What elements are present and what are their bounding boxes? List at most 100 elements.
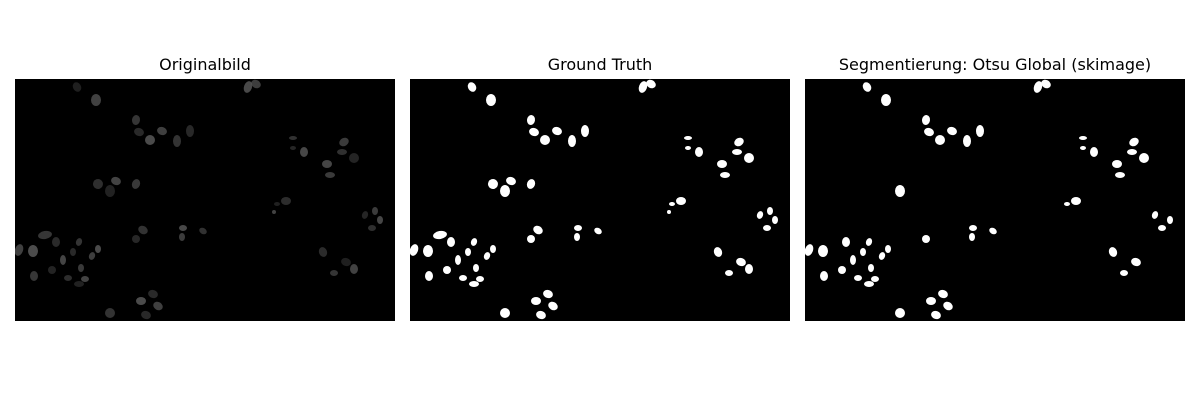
- nucleus-blob: [922, 235, 930, 243]
- nucleus-blob: [935, 135, 945, 145]
- nucleus-blob: [526, 179, 536, 189]
- nucleus-blob: [132, 235, 140, 243]
- nucleus-blob: [1115, 172, 1125, 178]
- nucleus-blob: [536, 310, 546, 320]
- nucleus-blob: [500, 308, 510, 318]
- nucleus-blob: [506, 176, 516, 186]
- nucleus-blob: [1090, 147, 1098, 157]
- nucleus-blob: [93, 179, 103, 189]
- nucleus-blob: [290, 146, 296, 150]
- nucleus-blob: [548, 301, 558, 311]
- nucleus-blob: [157, 126, 167, 136]
- nucleus-blob: [638, 81, 648, 93]
- nucleus-blob: [878, 252, 886, 260]
- nucleus-blob: [533, 225, 543, 235]
- nucleus-blob: [921, 115, 931, 125]
- nucleus-blob: [15, 244, 24, 256]
- nucleus-blob: [1108, 247, 1118, 257]
- nucleus-blob: [48, 266, 56, 274]
- nucleus-blob: [1151, 211, 1159, 219]
- nucleus-blob: [131, 179, 141, 189]
- nucleus-blob: [243, 81, 253, 93]
- nucleus-blob: [425, 271, 433, 281]
- nucleus-blob: [138, 225, 148, 235]
- nucleus-blob: [410, 244, 419, 256]
- nucleus-blob: [1158, 225, 1166, 231]
- nucleus-blob: [30, 271, 38, 281]
- nucleus-blob: [531, 297, 541, 305]
- nucleus-blob: [38, 230, 52, 240]
- nucleus-blob: [483, 252, 491, 260]
- nucleus-blob: [372, 207, 378, 215]
- nucleus-blob: [81, 276, 89, 282]
- nucleus-blob: [676, 197, 686, 205]
- nucleus-blob: [341, 257, 351, 267]
- nucleus-blob: [322, 160, 332, 168]
- nucleus-blob: [581, 125, 589, 137]
- nucleus-blob: [131, 115, 141, 125]
- original-image-panel: [15, 79, 395, 321]
- nucleus-blob: [543, 289, 553, 299]
- nucleus-blob: [349, 153, 359, 163]
- nucleus-blob: [500, 185, 510, 197]
- nucleus-blob: [895, 185, 905, 197]
- nucleus-blob: [1071, 197, 1081, 205]
- nucleus-blob: [881, 94, 891, 106]
- nucleus-blob: [865, 238, 873, 246]
- nucleus-blob: [969, 225, 977, 231]
- nucleus-blob: [842, 237, 850, 247]
- nucleus-blob: [989, 227, 997, 235]
- segmentation-image: [805, 79, 1173, 320]
- nucleus-blob: [594, 227, 602, 235]
- nucleus-blob: [325, 172, 335, 178]
- nucleus-blob: [274, 202, 280, 206]
- ground-truth-image: [410, 79, 778, 320]
- nucleus-blob: [895, 308, 905, 318]
- nucleus-blob: [540, 135, 550, 145]
- nucleus-blob: [860, 248, 866, 256]
- nucleus-blob: [134, 127, 144, 137]
- nucleus-blob: [931, 310, 941, 320]
- nucleus-blob: [669, 202, 675, 206]
- nucleus-blob: [885, 245, 891, 253]
- nucleus-blob: [60, 255, 66, 265]
- nucleus-blob: [695, 147, 703, 157]
- nucleus-blob: [1033, 81, 1043, 93]
- nucleus-blob: [818, 245, 828, 257]
- nucleus-blob: [529, 127, 539, 137]
- nucleus-blob: [70, 248, 76, 256]
- nucleus-blob: [423, 245, 433, 257]
- nucleus-blob: [111, 176, 121, 186]
- nucleus-blob: [153, 301, 163, 311]
- nucleus-blob: [1080, 146, 1086, 150]
- nucleus-blob: [179, 225, 187, 231]
- nucleus-blob: [75, 238, 83, 246]
- nucleus-blob: [105, 185, 115, 197]
- nucleus-blob: [465, 248, 471, 256]
- nucleus-blob: [574, 233, 580, 241]
- nucleus-blob: [64, 275, 72, 281]
- nucleus-blob: [850, 255, 856, 265]
- nucleus-blob: [105, 308, 115, 318]
- nucleus-blob: [1079, 136, 1087, 140]
- nucleus-blob: [767, 207, 773, 215]
- nucleus-blob: [552, 126, 562, 136]
- nucleus-blob: [74, 281, 84, 287]
- nucleus-blob: [713, 247, 723, 257]
- nucleus-blob: [337, 149, 347, 155]
- nucleus-blob: [854, 275, 862, 281]
- nucleus-blob: [574, 225, 582, 231]
- nucleus-blob: [756, 211, 764, 219]
- nucleus-blob: [1120, 270, 1128, 276]
- nucleus-blob: [527, 235, 535, 243]
- nucleus-blob: [667, 210, 671, 214]
- nucleus-blob: [725, 270, 733, 276]
- nucleus-blob: [864, 281, 874, 287]
- nucleus-blob: [88, 252, 96, 260]
- nucleus-blob: [28, 245, 38, 257]
- nucleus-blob: [526, 115, 536, 125]
- nucleus-blob: [136, 297, 146, 305]
- nucleus-blob: [1064, 202, 1070, 206]
- nucleus-blob: [289, 136, 297, 140]
- nucleus-blob: [1139, 153, 1149, 163]
